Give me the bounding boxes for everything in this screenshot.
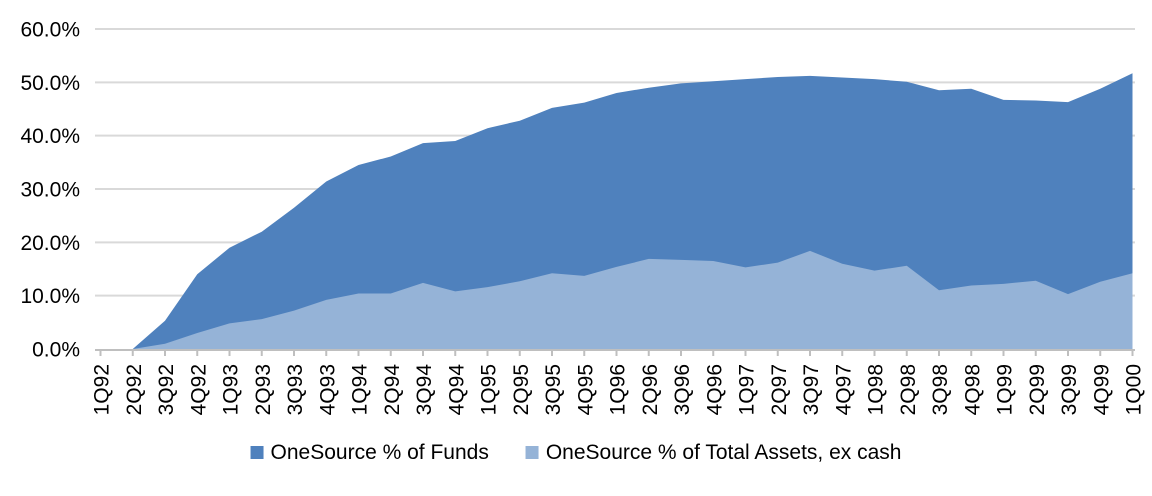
legend-item-assets[interactable]: OneSource % of Total Assets, ex cash [525, 441, 902, 464]
x-axis-label: 1Q95 [478, 364, 501, 415]
x-axis-label: 4Q96 [703, 364, 726, 415]
legend: OneSource % of Funds OneSource % of Tota… [250, 441, 902, 464]
x-axis-label: 4Q98 [961, 364, 984, 415]
x-axis-label: 2Q97 [768, 364, 791, 415]
x-axis-label: 3Q93 [284, 364, 307, 415]
y-axis-label: 0.0% [32, 339, 80, 362]
x-axis-label: 3Q92 [155, 364, 178, 415]
x-axis-label: 2Q95 [510, 364, 533, 415]
x-axis-label: 1Q99 [994, 364, 1017, 415]
y-axis-label: 20.0% [20, 232, 80, 255]
x-axis-label: 3Q99 [1058, 364, 1081, 415]
x-axis-label: 3Q95 [542, 364, 565, 415]
x-axis-label: 4Q95 [574, 364, 597, 415]
x-axis-label: 1Q97 [736, 364, 759, 415]
y-axis-label: 50.0% [20, 72, 80, 95]
y-axis-label: 30.0% [20, 179, 80, 202]
area-series-assets [100, 250, 1133, 349]
x-axis-label: 1Q94 [349, 364, 372, 416]
x-axis-label: 2Q99 [1026, 364, 1049, 415]
y-axis-label: 10.0% [20, 285, 80, 308]
x-axis-label: 4Q97 [832, 364, 855, 415]
x-axis-label: 1Q98 [865, 364, 888, 415]
legend-swatch-assets-icon [525, 446, 539, 460]
x-axis-label: 2Q93 [252, 364, 275, 415]
x-axis-label: 4Q93 [316, 364, 339, 415]
chart-canvas: 1Q92 2Q92 3Q92 4Q92 1Q93 2Q93 3Q93 4Q93 1Q94 2Q94… [20, 19, 1146, 416]
x-axis-label: 3Q97 [800, 364, 823, 415]
legend-label-funds: OneSource % of Funds [270, 441, 489, 464]
x-axis-label: 4Q94 [445, 364, 468, 416]
x-axis-label: 1Q00 [1123, 364, 1146, 415]
x-axis-label: 2Q94 [381, 364, 404, 416]
x-axis-label: 2Q96 [639, 364, 662, 415]
x-axis-label: 3Q98 [929, 364, 952, 415]
y-axis-label: 60.0% [20, 19, 80, 42]
x-axis-label: 2Q98 [897, 364, 920, 415]
x-axis-label: 1Q96 [607, 364, 630, 415]
x-axis-label: 1Q93 [220, 364, 243, 415]
x-axis-label: 3Q94 [413, 364, 436, 416]
x-axis-label: 4Q99 [1090, 364, 1113, 415]
x-axis-label: 4Q92 [187, 364, 210, 415]
x-axis-label: 2Q92 [123, 364, 146, 415]
legend-label-assets: OneSource % of Total Assets, ex cash [545, 441, 902, 464]
y-axis-label: 40.0% [20, 125, 80, 148]
legend-item-funds[interactable]: OneSource % of Funds [250, 441, 489, 464]
legend-swatch-funds-icon [250, 446, 264, 460]
x-axis-label: 3Q96 [671, 364, 694, 415]
x-axis-label: 1Q92 [91, 364, 114, 415]
